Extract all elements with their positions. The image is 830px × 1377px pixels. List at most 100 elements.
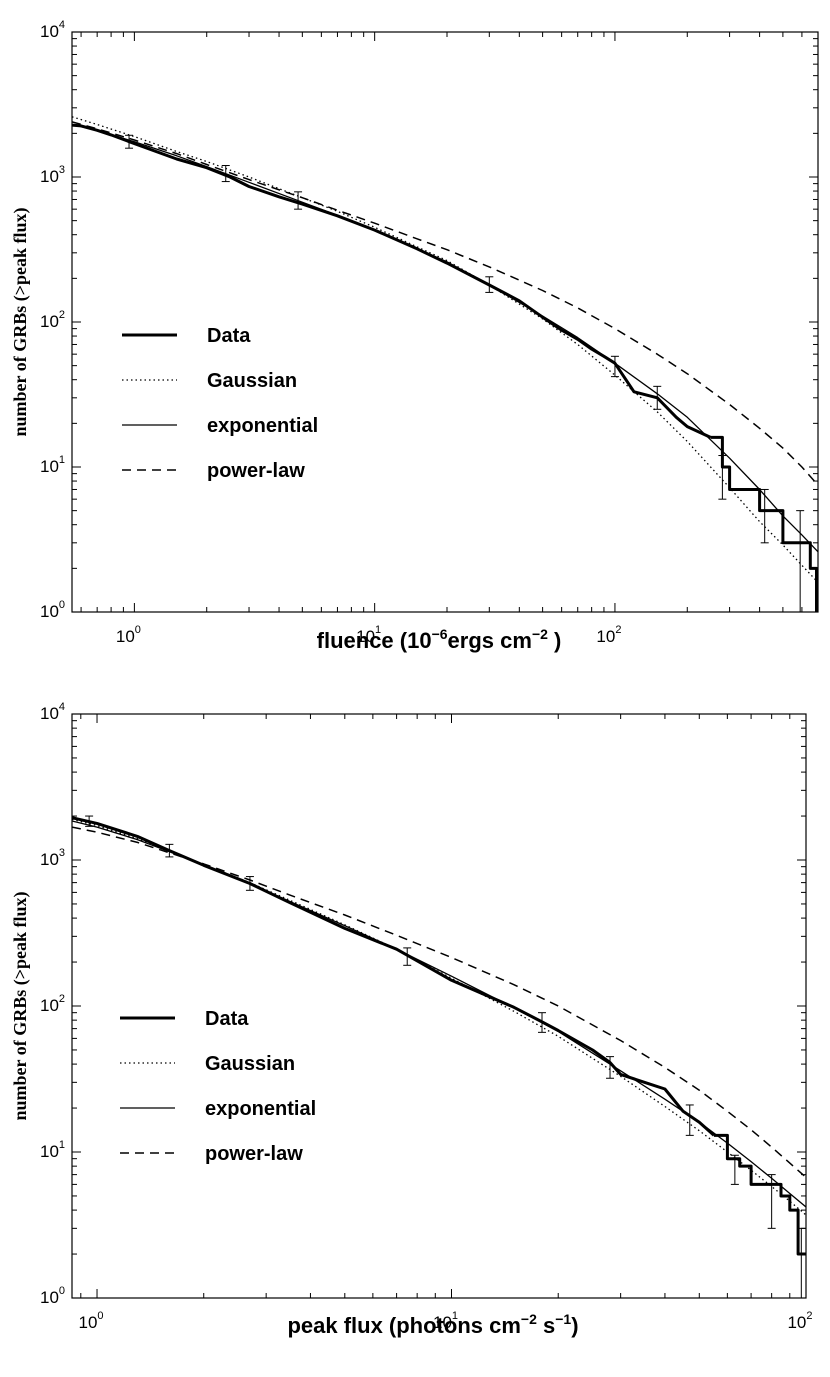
x-axis-label-main: fluence (10 <box>317 628 432 653</box>
plot-frame <box>71 713 807 1299</box>
series-line-data <box>72 816 716 1137</box>
x-tick-label: 101 <box>433 1310 458 1332</box>
x-tick-base: 10 <box>596 627 615 646</box>
error-bar <box>760 488 769 544</box>
error-bar <box>85 815 94 827</box>
series-line-gaussian <box>72 116 818 583</box>
series-line-power-law <box>72 121 818 486</box>
error-bar <box>606 1056 615 1079</box>
series-line-gaussian <box>72 818 806 1216</box>
legend-label: power-law <box>205 1143 303 1165</box>
x-tick-exp: 1 <box>452 1310 458 1322</box>
x-tick-base: 10 <box>356 627 375 646</box>
y-tick-label: 103 <box>40 847 65 869</box>
y-tick-exp: 1 <box>59 454 65 466</box>
y-tick-base: 10 <box>40 312 59 331</box>
error-bar <box>796 510 805 612</box>
y-tick-exp: 4 <box>59 701 65 713</box>
error-bar <box>245 876 254 891</box>
x-axis-label-mid: ergs cm <box>448 628 532 653</box>
y-tick-base: 10 <box>40 22 59 41</box>
y-tick-base: 10 <box>40 704 59 723</box>
x-axis-label-exp1: −6 <box>432 626 448 642</box>
error-bar <box>685 1104 694 1136</box>
legend-label: Gaussian <box>205 1053 295 1075</box>
y-axis-label: number of GRBs (>peak flux) <box>10 208 31 437</box>
legend-label: exponential <box>207 415 318 437</box>
x-axis-label-end: ) <box>571 1313 578 1338</box>
legend-label: Gaussian <box>207 370 297 392</box>
x-axis-label: peak flux (photons cm−2 s−1) <box>287 1311 578 1338</box>
error-bar <box>718 455 727 500</box>
x-axis-label-exp1: −2 <box>521 1311 537 1327</box>
y-tick-exp: 3 <box>59 164 65 176</box>
y-tick-exp: 2 <box>59 309 65 321</box>
y-tick-exp: 1 <box>59 1139 65 1151</box>
y-tick-base: 10 <box>40 850 59 869</box>
chart-panel-0: 100 101 102100101102103104DataGaussianexpo… <box>10 19 819 653</box>
y-tick-label: 100 <box>40 1285 65 1307</box>
y-tick-exp: 0 <box>59 1285 65 1297</box>
legend-label: Data <box>207 325 251 347</box>
x-tick-exp: 2 <box>806 1310 812 1322</box>
error-bar <box>403 947 412 966</box>
y-tick-label: 104 <box>40 19 65 41</box>
error-bar <box>610 355 619 378</box>
y-tick-label: 101 <box>40 1139 65 1161</box>
x-axis-label-mid: s <box>537 1313 555 1338</box>
x-tick-label: 100 <box>78 1310 103 1332</box>
y-tick-base: 10 <box>40 996 59 1015</box>
x-tick-base: 10 <box>433 1313 452 1332</box>
error-bar <box>797 1227 806 1298</box>
x-tick-base: 10 <box>787 1313 806 1332</box>
chart-panel-1: 100 101 102100101102103104DataGaussianexpo… <box>10 701 813 1338</box>
x-axis-label-main: peak flux (photons cm <box>287 1313 520 1338</box>
error-bar <box>730 1154 739 1185</box>
error-bar <box>485 276 494 293</box>
legend-label: exponential <box>205 1098 316 1120</box>
x-tick-label: 101 <box>356 624 381 646</box>
error-bar <box>125 134 134 149</box>
series-line-exponential <box>72 123 818 553</box>
y-tick-label: 102 <box>40 309 65 331</box>
legend-label: power-law <box>207 460 305 482</box>
y-tick-label: 103 <box>40 164 65 186</box>
x-axis-label-exp2: −1 <box>555 1311 571 1327</box>
y-tick-label: 104 <box>40 701 65 723</box>
series-line-data-tail <box>710 435 818 612</box>
y-tick-base: 10 <box>40 457 59 476</box>
x-tick-exp: 1 <box>375 624 381 636</box>
plot-frame <box>71 31 819 613</box>
error-bar <box>653 385 662 410</box>
error-bar <box>767 1174 776 1229</box>
y-tick-base: 10 <box>40 602 59 621</box>
x-tick-exp: 0 <box>97 1310 103 1322</box>
x-axis-label-exp2: −2 <box>532 626 548 642</box>
series-line-data <box>72 123 712 439</box>
y-tick-exp: 4 <box>59 19 65 31</box>
x-tick-exp: 0 <box>135 624 141 636</box>
x-tick-base: 10 <box>116 627 135 646</box>
y-tick-label: 102 <box>40 993 65 1015</box>
x-tick-exp: 2 <box>615 624 621 636</box>
y-tick-label: 100 <box>40 599 65 621</box>
error-bar <box>221 165 230 183</box>
y-tick-exp: 2 <box>59 993 65 1005</box>
series-line-exponential <box>72 820 806 1208</box>
x-tick-label: 102 <box>787 1310 812 1332</box>
y-tick-label: 101 <box>40 454 65 476</box>
error-bar <box>538 1012 547 1033</box>
legend-label: Data <box>205 1008 249 1030</box>
error-bar <box>294 191 303 210</box>
x-tick-label: 100 <box>116 624 141 646</box>
x-tick-base: 10 <box>78 1313 97 1332</box>
error-bar <box>165 843 174 858</box>
y-tick-base: 10 <box>40 1142 59 1161</box>
x-axis-label: fluence (10−6ergs cm−2 ) <box>317 626 562 653</box>
y-tick-exp: 3 <box>59 847 65 859</box>
x-tick-label: 102 <box>596 624 621 646</box>
x-axis-label-end: ) <box>548 628 561 653</box>
y-tick-base: 10 <box>40 167 59 186</box>
series-line-power-law <box>72 826 806 1178</box>
